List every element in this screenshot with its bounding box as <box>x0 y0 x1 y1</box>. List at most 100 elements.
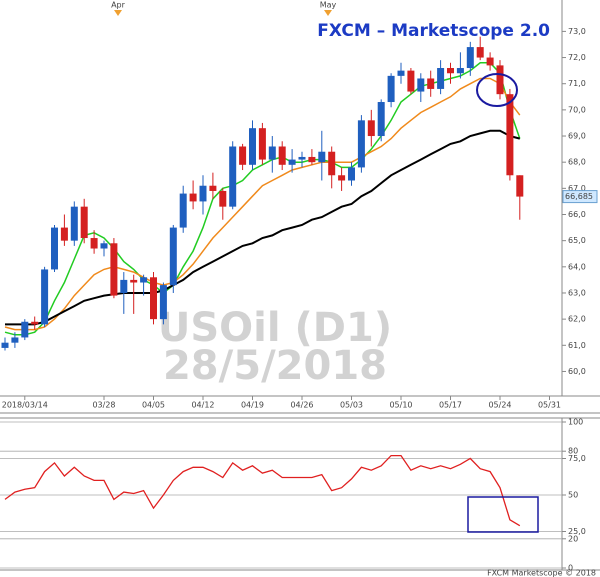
price-marker <box>562 190 598 204</box>
moving-average <box>5 129 521 326</box>
x-tick-label: 05/24 <box>488 401 511 410</box>
candle-body <box>100 243 108 249</box>
candle-body <box>130 279 138 283</box>
candle-body <box>338 175 346 181</box>
candle-body <box>348 167 355 181</box>
moving-average <box>4 77 521 331</box>
candle-body <box>486 57 494 66</box>
annotation-circle <box>476 73 518 107</box>
candle-body <box>298 156 306 160</box>
candle-body <box>456 68 464 74</box>
y-tick-label: 50 <box>568 491 578 500</box>
y-tick-label: 62,0 <box>568 315 586 324</box>
y-tick-label: 68,0 <box>568 158 586 167</box>
candle-body <box>189 193 197 202</box>
candle-body <box>31 321 39 325</box>
rsi-line <box>4 454 521 527</box>
candle-body <box>209 185 217 191</box>
candle-body <box>377 102 385 137</box>
candle-body <box>219 190 227 207</box>
y-tick-label: 66,0 <box>568 210 586 219</box>
candle-body <box>110 243 118 296</box>
y-tick-label: 64,0 <box>568 262 586 271</box>
y-tick-label: 61,0 <box>568 341 586 350</box>
candle-body <box>506 94 514 176</box>
candle-body <box>516 175 524 197</box>
candle-body <box>427 78 435 89</box>
y-tick-label: 67,0 <box>568 184 586 193</box>
y-tick-label: 75,0 <box>568 454 586 463</box>
footer: FXCM Marketscope © 2018 <box>487 569 596 577</box>
candle-body <box>229 146 237 207</box>
y-tick-label: 72,0 <box>568 53 586 62</box>
candle-body <box>466 47 474 69</box>
candle-body <box>159 285 167 320</box>
candle-body <box>407 70 415 92</box>
x-tick-label: 04/19 <box>241 401 264 410</box>
candle-body <box>318 151 326 163</box>
candle-body <box>120 279 128 293</box>
candle-body <box>169 227 177 286</box>
y-tick-label: 60,0 <box>568 367 586 376</box>
month-label: May <box>320 1 337 10</box>
month-marker <box>114 10 122 16</box>
x-tick-label: 05/10 <box>389 401 412 410</box>
candle-body <box>268 146 276 160</box>
candle-body <box>41 269 49 325</box>
y-tick-label: 20 <box>568 534 578 543</box>
annotation-box <box>467 496 539 533</box>
candle-body <box>90 238 98 249</box>
candle-body <box>367 120 375 137</box>
candle-body <box>496 65 504 95</box>
candle-body <box>239 146 247 165</box>
chart-title: FXCM – Marketscope 2.0 <box>317 21 550 41</box>
candle-body <box>288 159 296 165</box>
candle-body <box>476 47 484 58</box>
candle-body <box>199 185 207 202</box>
y-tick-label: 70,0 <box>568 105 586 114</box>
x-tick-label: 05/31 <box>538 401 561 410</box>
candle-body <box>179 193 187 228</box>
month-marker <box>324 10 332 16</box>
candle-body <box>437 68 445 89</box>
y-tick-label: 100 <box>568 418 583 427</box>
candle-body <box>51 227 58 270</box>
candle-body <box>60 227 68 241</box>
candle-body <box>417 78 425 92</box>
y-tick-label: 65,0 <box>568 236 586 245</box>
y-tick-label: 80 <box>568 447 578 456</box>
candle-body <box>387 75 395 103</box>
candle-body <box>258 128 266 160</box>
candle-body <box>278 146 286 165</box>
y-tick-label: 71,0 <box>568 79 586 88</box>
x-tick-label: 05/03 <box>340 401 363 410</box>
candle-body <box>328 151 336 176</box>
x-tick-label: 04/26 <box>290 401 313 410</box>
y-tick-label: 73,0 <box>568 27 586 36</box>
candle-body <box>397 70 405 76</box>
x-tick-label: 04/12 <box>191 401 214 410</box>
candle-body <box>357 120 365 168</box>
x-tick-label: 05/17 <box>439 401 462 410</box>
candle-body <box>70 206 78 241</box>
x-tick-label: 04/05 <box>142 401 165 410</box>
candle-body <box>308 156 316 163</box>
candle-body <box>1 342 9 348</box>
candle-body <box>150 277 157 320</box>
candle-body <box>140 277 148 283</box>
y-tick-label: 0 <box>568 564 573 573</box>
candle-body <box>249 128 256 165</box>
month-label: Apr <box>111 1 126 10</box>
candle-body <box>80 206 88 239</box>
x-tick-label: 03/28 <box>92 401 115 410</box>
x-tick-label: 2018/03/14 <box>2 401 48 410</box>
watermark: 28/5/2018 <box>163 343 387 389</box>
y-tick-label: 25,0 <box>568 527 586 536</box>
price-marker-label: 66,685 <box>565 192 593 201</box>
candle-body <box>447 68 454 74</box>
watermark: USOil (D1) <box>158 305 392 351</box>
y-tick-label: 63,0 <box>568 288 586 297</box>
candle-body <box>21 321 29 338</box>
